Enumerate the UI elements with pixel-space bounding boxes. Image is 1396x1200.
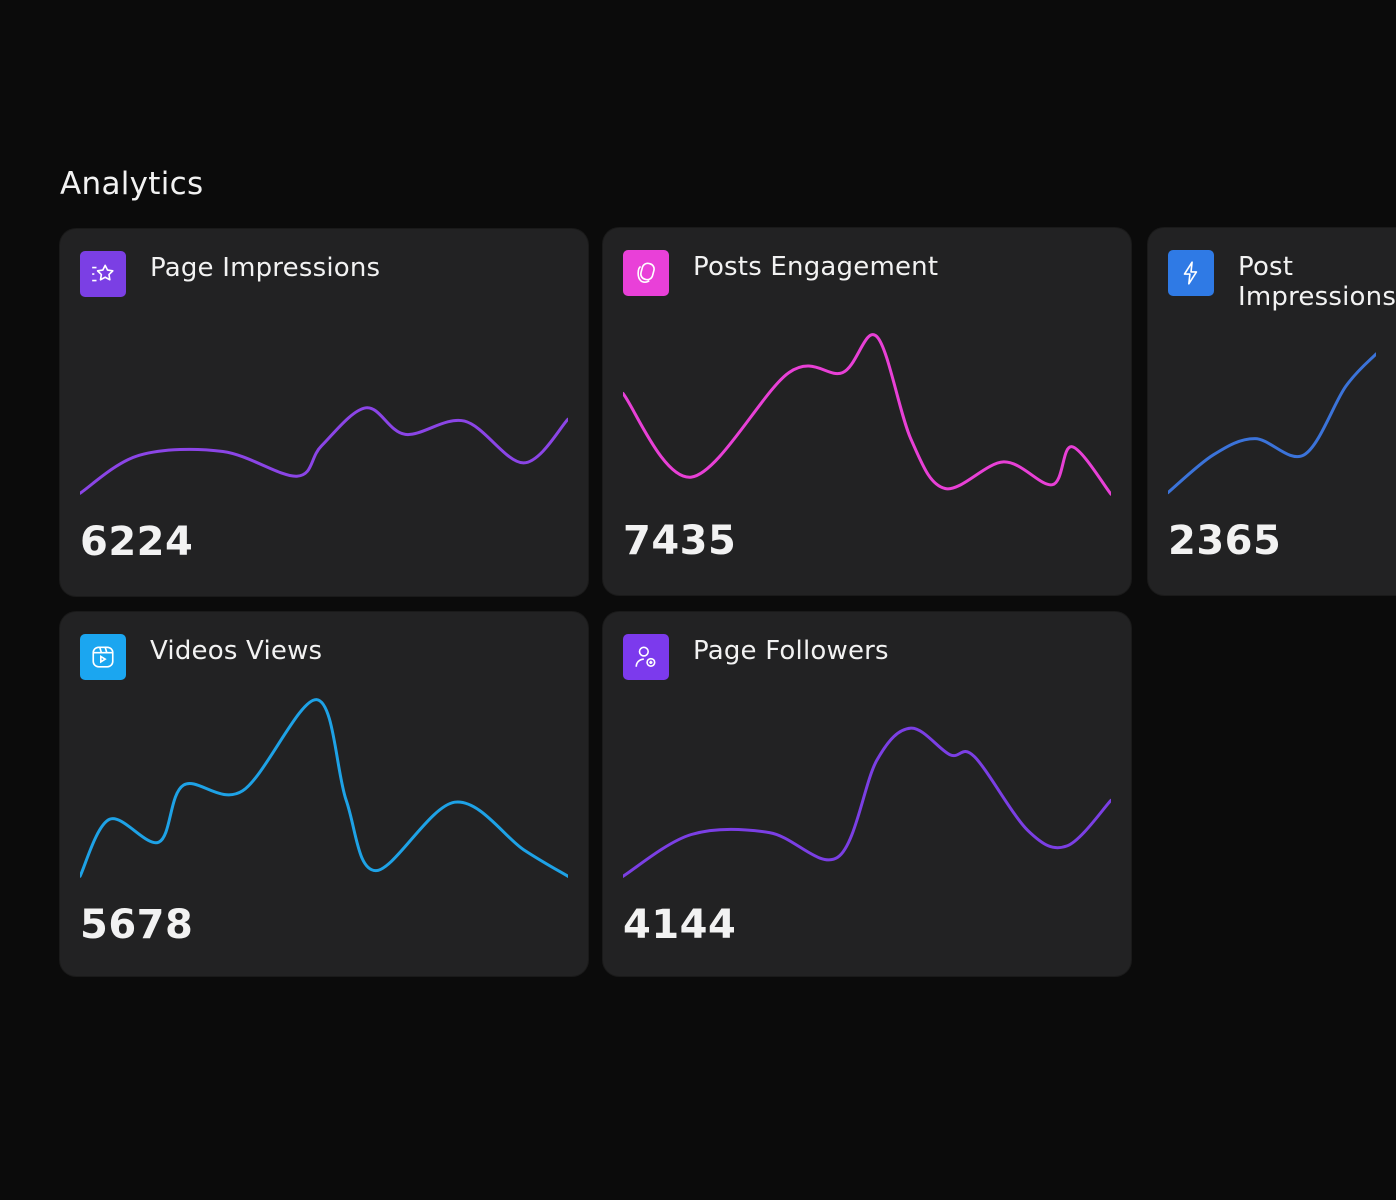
card-value: 4144 [623,902,737,948]
card-value: 5678 [80,902,194,948]
sparkline-chart [1168,352,1376,495]
card-title: Posts Engagement [693,252,939,282]
cards-icon [623,250,669,296]
card-title: Page Impressions [150,253,381,283]
sparkline-chart [623,333,1111,496]
page-title: Analytics [60,166,204,202]
card-title: Page Followers [693,636,889,666]
series-line [1168,352,1376,495]
sparkline-chart [623,726,1111,878]
card-page-followers[interactable]: Page Followers 4144 [603,612,1131,976]
card-value: 2365 [1168,518,1282,564]
card-value: 6224 [80,519,194,565]
card-title: Videos Views [150,636,323,666]
sparkline-chart [80,698,568,878]
card-posts-engagement[interactable]: Posts Engagement 7435 [603,228,1131,595]
video-reel-icon [80,634,126,680]
card-value: 7435 [623,518,737,564]
card-title: Post Impressions [1238,252,1396,312]
series-line [80,406,568,495]
series-line [623,726,1111,878]
sparkline-chart [80,406,568,495]
series-line [623,333,1111,496]
star-list-icon [80,251,126,297]
card-post-impressions[interactable]: Post Impressions 2365 [1148,228,1396,595]
lightning-icon [1168,250,1214,296]
user-add-icon [623,634,669,680]
card-page-impressions[interactable]: Page Impressions 6224 [60,229,588,596]
card-videos-views[interactable]: Videos Views 5678 [60,612,588,976]
series-line [80,698,568,878]
